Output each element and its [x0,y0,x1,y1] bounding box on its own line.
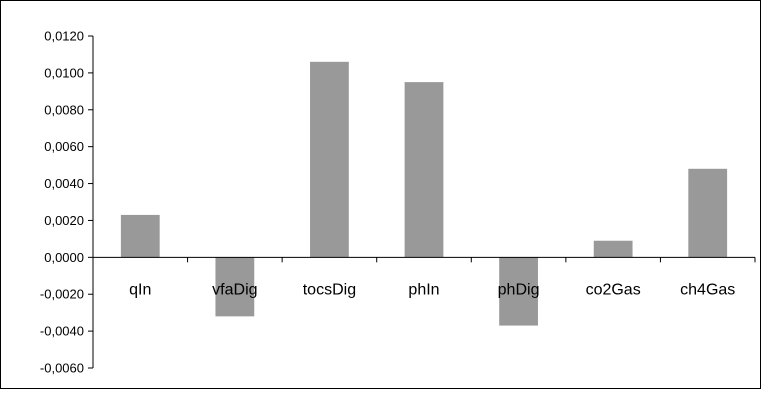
bar-co2Gas [593,240,633,258]
y-tick-label: 0,0120 [44,29,84,44]
bar-ch4Gas [688,168,728,258]
y-tick-label: 0,0100 [44,65,84,80]
y-tick-label: -0,0060 [40,361,84,376]
y-tick-label: 0,0080 [44,102,84,117]
y-tick-label: -0,0020 [40,287,84,302]
bar-phIn [404,82,444,258]
bar-phDig [499,257,538,326]
y-tick-label: 0,0040 [44,176,84,191]
x-category-label: co2Gas [586,281,641,298]
bar-qIn [120,214,160,258]
x-category-label: vfaDig [212,281,257,298]
y-tick-label: 0,0060 [44,139,84,154]
y-axis: 0,0120 0,0100 0,0080 0,0060 0,0040 0,0020 0,00… [40,29,94,376]
x-category-label: tocsDig [303,281,356,298]
bar-series [120,61,728,326]
bar-vfaDig [215,257,255,317]
bar-tocsDig [310,61,349,258]
x-category-label: phDig [498,281,540,298]
x-category-label: qIn [129,281,151,298]
x-axis: qIn vfaDig tocsDig phIn phDig co2Gas ch4Gas [92,256,756,298]
y-tick-label: 0,0020 [44,213,84,228]
y-tick-label: -0,0040 [40,324,84,339]
y-tick-label: 0,0000 [44,250,84,265]
x-category-label: phIn [408,281,439,298]
x-category-label: ch4Gas [680,281,735,298]
